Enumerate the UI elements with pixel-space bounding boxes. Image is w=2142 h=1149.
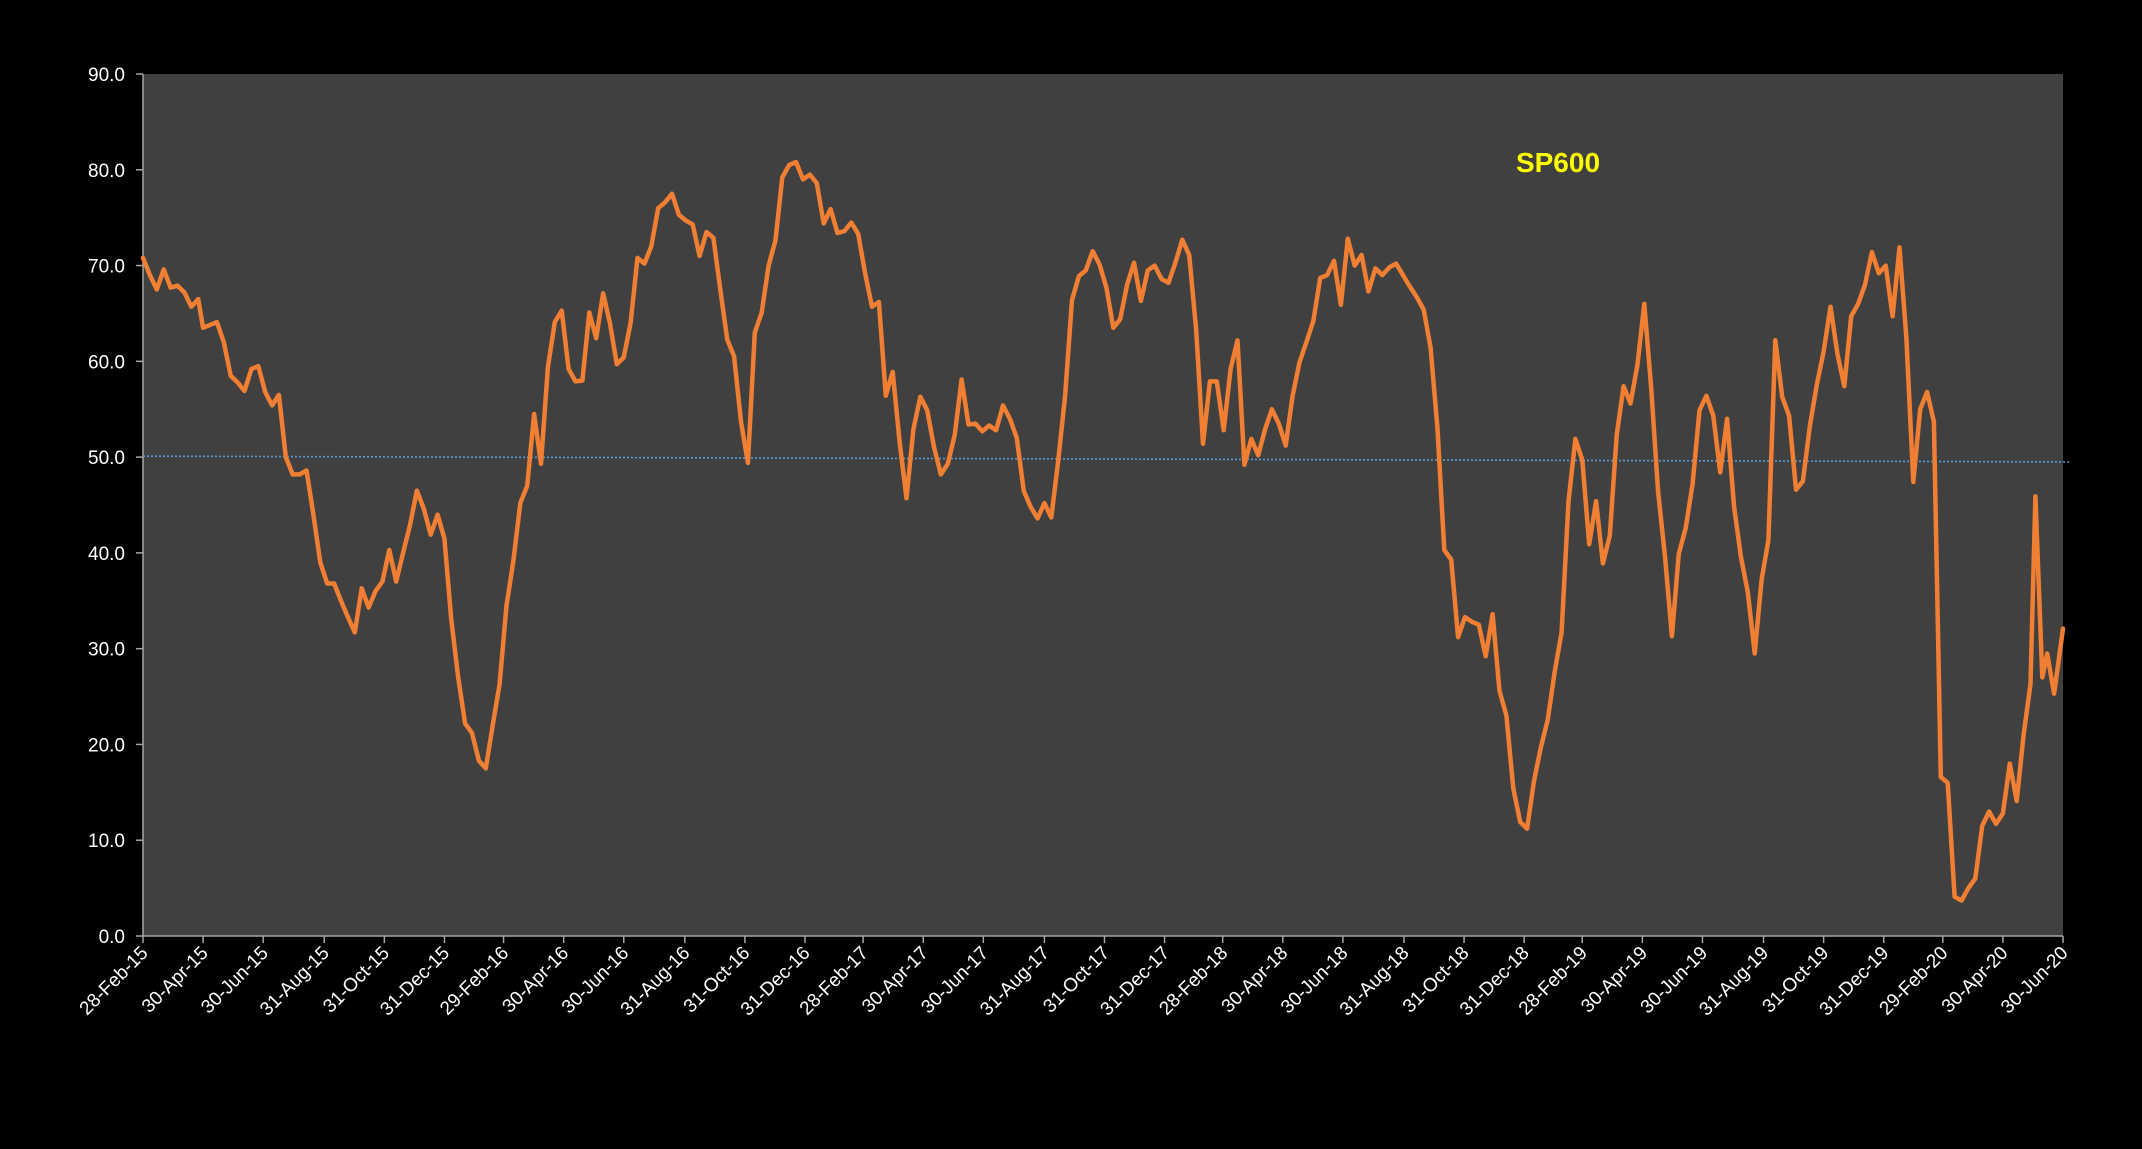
y-tick-label: 20.0 (88, 735, 125, 756)
y-tick-label: 60.0 (88, 352, 125, 373)
y-tick-label: 30.0 (88, 640, 125, 661)
y-tick-label: 50.0 (88, 448, 125, 469)
y-tick-label: 80.0 (88, 161, 125, 182)
y-tick-label: 10.0 (88, 831, 125, 852)
y-tick-label: 40.0 (88, 544, 125, 565)
chart-title: SP600 (1516, 147, 1600, 178)
y-tick-label: 0.0 (99, 927, 125, 948)
reference-line-50 (142, 455, 2069, 463)
y-tick-label: 70.0 (88, 257, 125, 278)
plot-area (143, 74, 2063, 936)
series-line-sp600 (140, 159, 2066, 903)
y-tick-label: 90.0 (88, 65, 125, 86)
y-axis: 0.0 10.0 20.0 30.0 40.0 50.0 60.0 70.0 80.0 90.0 (88, 65, 144, 948)
